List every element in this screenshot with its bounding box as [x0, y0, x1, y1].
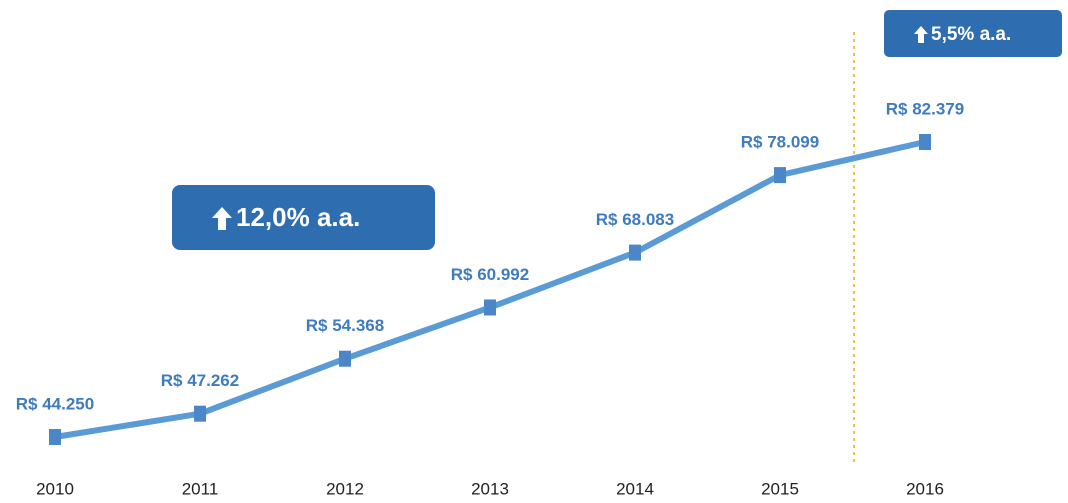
data-label: R$ 54.368: [306, 316, 384, 335]
arrow-icon: [212, 207, 232, 230]
x-tick-label: 2012: [326, 479, 364, 498]
annotation-box: [172, 185, 435, 250]
data-label: R$ 60.992: [451, 265, 529, 284]
marker: [774, 167, 786, 184]
marker: [194, 405, 206, 422]
x-tick-label: 2015: [761, 479, 799, 498]
annotation-box: [884, 10, 1062, 57]
data-label: R$ 68.083: [596, 210, 674, 229]
data-label: R$ 82.379: [886, 99, 964, 118]
arrow-icon: [914, 26, 928, 43]
annotation: 5,5% a.a.: [931, 24, 1011, 45]
x-tick-label: 2016: [906, 479, 944, 498]
x-tick-label: 2010: [36, 479, 74, 498]
marker: [484, 299, 496, 316]
data-label: R$ 47.262: [161, 371, 239, 390]
x-tick-label: 2014: [616, 479, 654, 498]
x-tick-label: 2013: [471, 479, 509, 498]
marker: [339, 350, 351, 367]
annotation: 12,0% a.a.: [236, 202, 360, 232]
data-label: R$ 78.099: [741, 133, 819, 152]
x-tick-label: 2011: [182, 479, 219, 498]
marker: [919, 134, 931, 150]
marker: [49, 429, 61, 445]
marker: [629, 244, 641, 261]
data-label: R$ 44.250: [16, 394, 94, 413]
